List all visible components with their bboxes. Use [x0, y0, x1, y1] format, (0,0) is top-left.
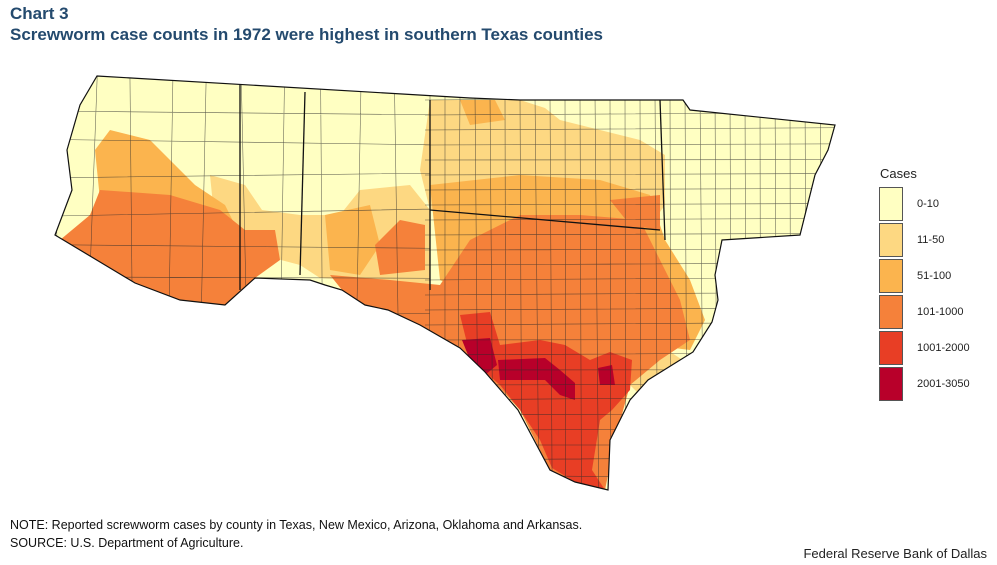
- legend-label: 2001-3050: [917, 378, 970, 390]
- legend-label: 101-1000: [917, 306, 964, 318]
- chart-title: Screwworm case counts in 1972 were highe…: [10, 25, 603, 44]
- legend-swatch: [879, 367, 903, 401]
- legend-label: 0-10: [917, 198, 940, 210]
- legend-item: 2001-3050: [879, 366, 970, 402]
- source-note: SOURCE: U.S. Department of Agriculture.: [10, 536, 244, 550]
- legend-item: 0-10: [879, 186, 970, 222]
- state-borders: [239, 80, 666, 290]
- legend-swatch: [879, 295, 903, 329]
- legend-title: Cases: [880, 166, 917, 181]
- region-2001-3050-west: [462, 338, 497, 375]
- legend-swatch: [879, 223, 903, 257]
- region-2001-3050-central: [498, 358, 575, 400]
- region-51-100-nm: [325, 205, 380, 275]
- region-51-100-north: [460, 100, 505, 125]
- legend-item: 51-100: [879, 258, 970, 294]
- legend-label: 1001-2000: [917, 342, 970, 354]
- legend-label: 11-50: [917, 234, 945, 246]
- legend-item: 101-1000: [879, 294, 970, 330]
- region-1001-2000: [460, 312, 632, 490]
- region-101-1000-ne: [610, 195, 660, 230]
- region-11-50-panhandle: [210, 175, 430, 290]
- legend-swatch: [879, 331, 903, 365]
- legend-label: 51-100: [917, 270, 952, 282]
- chart-label: Chart 3: [10, 4, 69, 23]
- legend-swatch: [879, 259, 903, 293]
- legend-item: 1001-2000: [879, 330, 970, 366]
- legend: Cases 0-10 11-50 51-100 101-1000 1001-20…: [879, 166, 970, 402]
- legend-item: 11-50: [879, 222, 970, 258]
- credit: Federal Reserve Bank of Dallas: [803, 546, 987, 561]
- footnote: NOTE: Reported screwworm cases by county…: [10, 518, 583, 532]
- region-101-1000-nm: [375, 220, 425, 275]
- legend-swatch: [879, 187, 903, 221]
